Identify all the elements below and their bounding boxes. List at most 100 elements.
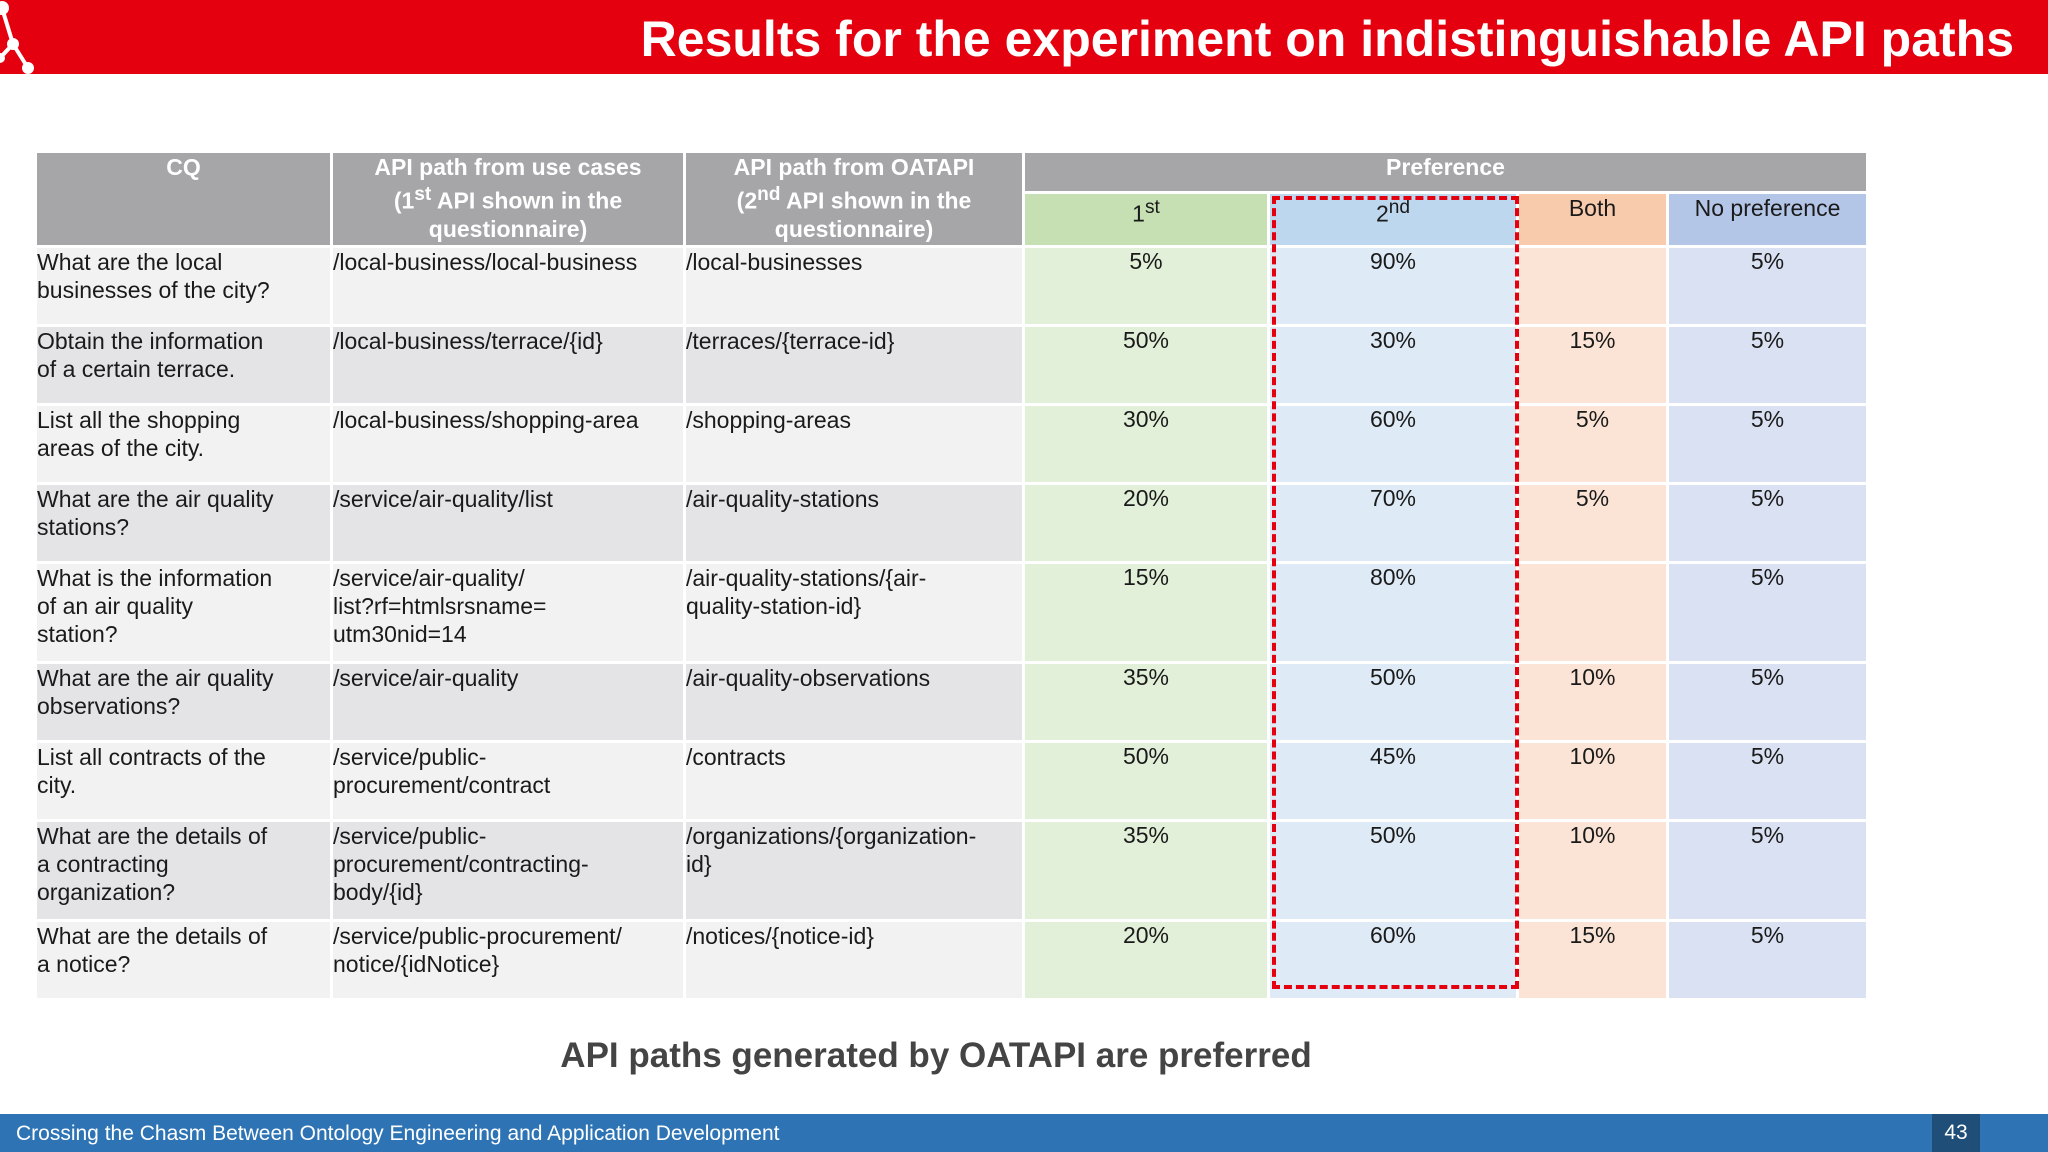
table-row: Obtain the information of a certain terra… [37, 327, 1866, 403]
oatapi-path-cell: /air-quality-observations [686, 664, 1022, 740]
first-pref-cell: 15% [1025, 564, 1267, 661]
cell-line: /service/public- [333, 744, 487, 770]
table-row: List all contracts of the city. /service/p… [37, 743, 1866, 819]
both-pref-cell [1519, 248, 1666, 324]
no-pref-cell: 5% [1669, 406, 1866, 482]
header-text: (1 [393, 187, 415, 214]
cell-line: /terraces/{terrace-id} [686, 328, 895, 354]
second-pref-cell: 70% [1270, 485, 1516, 561]
cell-line: a contracting [37, 851, 169, 877]
results-table: CQ API path from use cases (1st API show… [34, 150, 1869, 1001]
cell-line: List all contracts of the [37, 744, 266, 770]
oatapi-path-cell: /air-quality-stations [686, 485, 1022, 561]
cell-line: /air-quality-observations [686, 665, 931, 691]
cell-line: What is the information [37, 565, 273, 591]
use-case-path-cell: /local-business/local-business [333, 248, 683, 324]
cell-line: Obtain the information [37, 328, 264, 354]
no-pref-cell: 5% [1669, 485, 1866, 561]
cell-line: /service/public- [333, 823, 487, 849]
table-row: What are the local businesses of the city… [37, 248, 1866, 324]
cell-line: What are the details of [37, 923, 268, 949]
first-pref-cell: 20% [1025, 485, 1267, 561]
header-second: 2nd [1270, 194, 1516, 245]
table-row: What is the information of an air quality… [37, 564, 1866, 661]
both-pref-cell: 5% [1519, 485, 1666, 561]
cq-cell: What are the details of a notice? [37, 922, 330, 998]
cq-cell: What are the air quality observations? [37, 664, 330, 740]
cell-line: /local-business/local-business [333, 249, 638, 275]
second-pref-cell: 90% [1270, 248, 1516, 324]
cell-line: a notice? [37, 951, 131, 977]
footer-text: Crossing the Chasm Between Ontology Engi… [16, 1122, 780, 1145]
use-case-path-cell: /service/air-quality/list?rf=htmlsrsname… [333, 564, 683, 661]
conclusion-text: API paths generated by OATAPI are prefer… [560, 1036, 1312, 1075]
no-pref-cell: 5% [1669, 664, 1866, 740]
second-pref-cell: 60% [1270, 922, 1516, 998]
cell-line: What are the air quality [37, 486, 274, 512]
cell-line: observations? [37, 693, 181, 719]
oatapi-path-cell: /contracts [686, 743, 1022, 819]
header-line: (1st API shown in the [333, 181, 683, 215]
cell-line: utm30nid=14 [333, 621, 467, 647]
header-sup: nd [757, 184, 781, 205]
cell-line: /contracts [686, 744, 786, 770]
header-text: 1 [1132, 200, 1145, 227]
header-sup: st [414, 184, 432, 205]
table-row: List all the shopping areas of the city. /… [37, 406, 1866, 482]
cq-cell: What are the details of a contracting orga… [37, 822, 330, 919]
cell-line: /local-businesses [686, 249, 863, 275]
use-case-path-cell: /service/air-quality/list [333, 485, 683, 561]
header-use-cases-path: API path from use cases (1st API shown i… [333, 153, 683, 245]
cell-line: /local-business/shopping-area [333, 407, 639, 433]
both-pref-cell: 15% [1519, 327, 1666, 403]
first-pref-cell: 20% [1025, 922, 1267, 998]
cq-cell: Obtain the information of a certain terra… [37, 327, 330, 403]
slide-title: Results for the experiment on indistingu… [640, 11, 2014, 67]
first-pref-cell: 5% [1025, 248, 1267, 324]
cq-cell: What are the local businesses of the city… [37, 248, 330, 324]
header-text: API shown in the [780, 187, 972, 214]
cell-line: /service/air-quality/list [333, 486, 553, 512]
cell-line: List all the shopping [37, 407, 241, 433]
cell-line: areas of the city. [37, 435, 205, 461]
header-line: (2nd API shown in the [686, 181, 1022, 215]
cell-line: of a certain terrace. [37, 356, 236, 382]
footer-bar: Crossing the Chasm Between Ontology Engi… [0, 1114, 2048, 1152]
header-line: API path from use cases [374, 154, 642, 180]
first-pref-cell: 35% [1025, 664, 1267, 740]
cell-line: procurement/contract [333, 772, 551, 798]
header-both: Both [1519, 194, 1666, 245]
both-pref-cell: 15% [1519, 922, 1666, 998]
use-case-path-cell: /service/public-procurement/contract [333, 743, 683, 819]
cell-line: city. [37, 772, 77, 798]
second-pref-cell: 50% [1270, 664, 1516, 740]
page-number: 43 [1932, 1114, 1980, 1152]
cell-line: /service/public-procurement/ [333, 923, 622, 949]
cq-cell: What is the information of an air quality… [37, 564, 330, 661]
cell-line: organization? [37, 879, 176, 905]
no-pref-cell: 5% [1669, 327, 1866, 403]
header-line: questionnaire) [774, 215, 934, 242]
cell-line: list?rf=htmlsrsname= [333, 593, 547, 619]
second-pref-cell: 60% [1270, 406, 1516, 482]
cell-line: /notices/{notice-id} [686, 923, 874, 949]
cq-cell: List all the shopping areas of the city. [37, 406, 330, 482]
header-text: API shown in the [431, 187, 623, 214]
use-case-path-cell: /service/air-quality [333, 664, 683, 740]
oatapi-path-cell: /terraces/{terrace-id} [686, 327, 1022, 403]
oatapi-path-cell: /local-businesses [686, 248, 1022, 324]
no-pref-cell: 5% [1669, 743, 1866, 819]
cell-line: body/{id} [333, 879, 423, 905]
cell-line: stations? [37, 514, 130, 540]
use-case-path-cell: /local-business/shopping-area [333, 406, 683, 482]
header-sup: nd [1388, 197, 1411, 218]
both-pref-cell: 10% [1519, 822, 1666, 919]
cell-line: /air-quality-stations/{air- [686, 565, 927, 591]
header-sup: st [1144, 197, 1160, 218]
use-case-path-cell: /service/public-procurement/contracting-… [333, 822, 683, 919]
table-row: What are the details of a notice?/service… [37, 922, 1866, 998]
oatapi-path-cell: /organizations/{organization-id} [686, 822, 1022, 919]
cell-line: /local-business/terrace/{id} [333, 328, 603, 354]
header-cq: CQ [37, 153, 330, 245]
no-pref-cell: 5% [1669, 822, 1866, 919]
